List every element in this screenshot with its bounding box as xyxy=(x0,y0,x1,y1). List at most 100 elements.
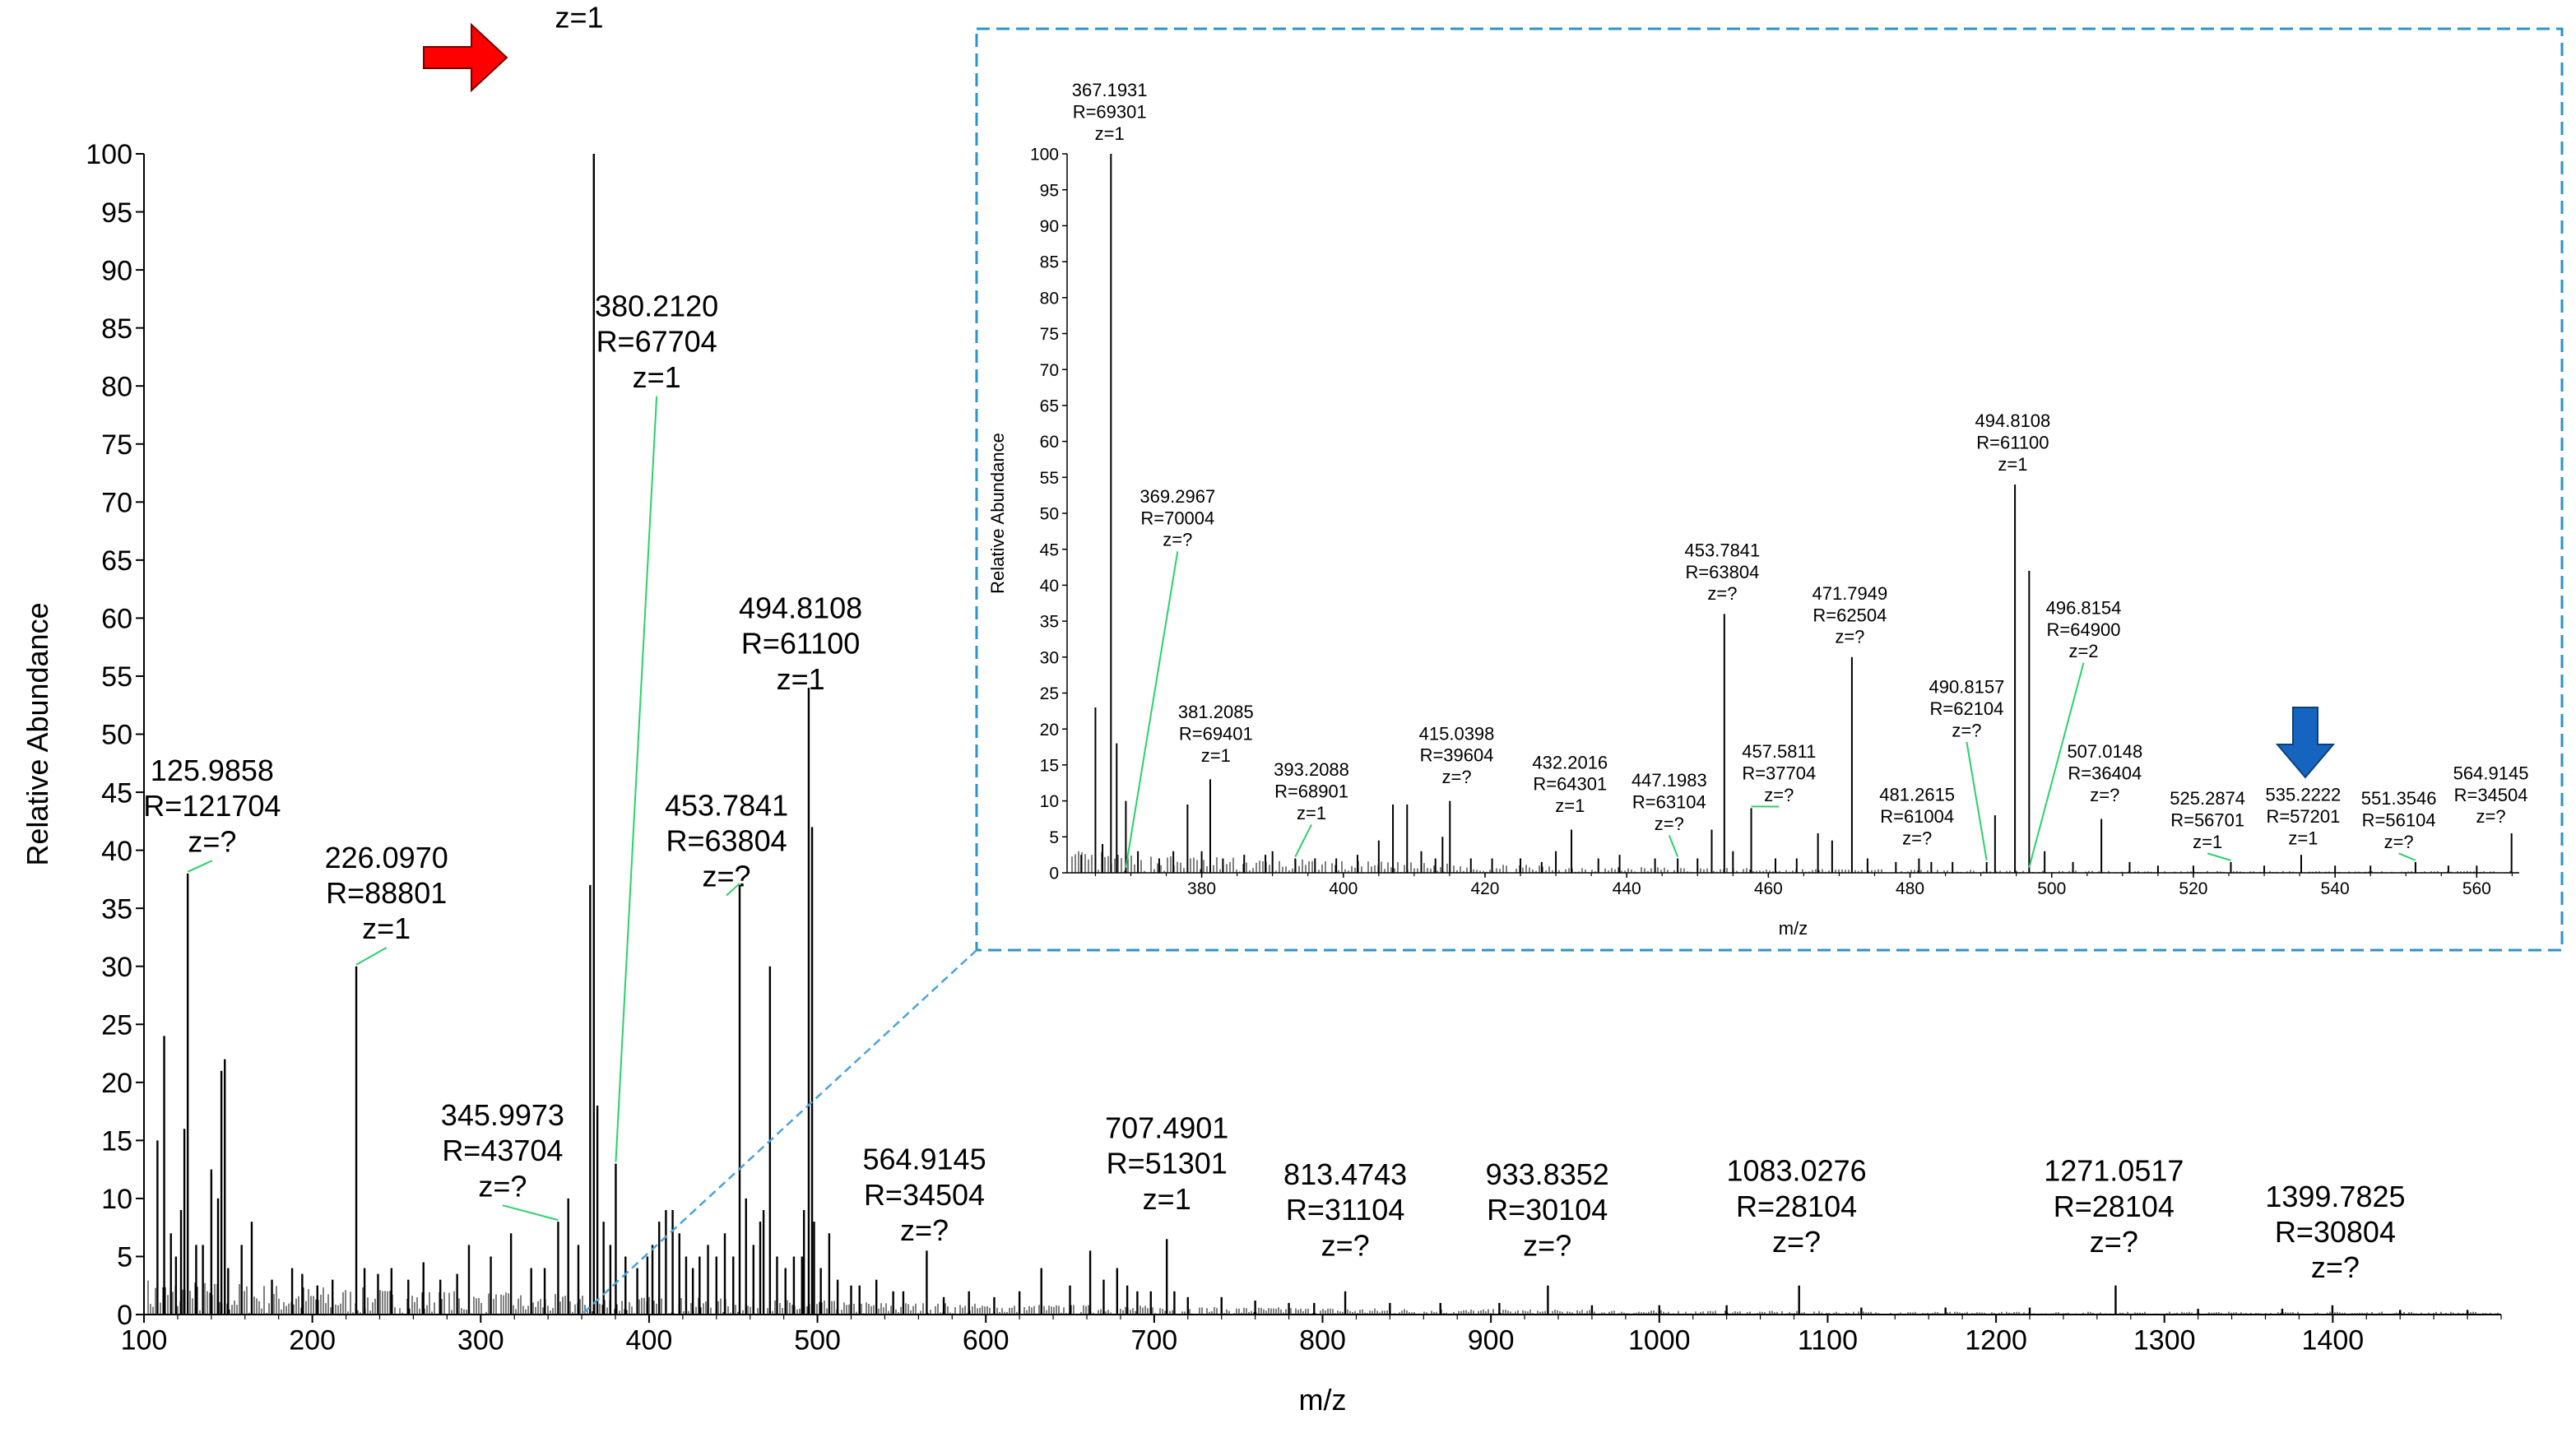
main-y-tick-label: 35 xyxy=(101,893,132,925)
main-x-tick-label: 1200 xyxy=(1965,1324,2027,1356)
inset-peak-label-resolution: R=69401 xyxy=(1179,723,1253,744)
main-y-tick-label: 95 xyxy=(101,197,132,229)
main-y-tick-label: 45 xyxy=(101,777,132,809)
main-y-tick-label: 15 xyxy=(101,1126,132,1157)
main-y-tick-label: 100 xyxy=(86,139,132,170)
main-leader-line xyxy=(355,947,388,966)
inset-x-tick-label: 380 xyxy=(1187,879,1216,898)
main-peak-label-resolution: R=121704 xyxy=(143,789,281,823)
main-x-tick-label: 200 xyxy=(289,1324,336,1356)
main-x-axis-label: m/z xyxy=(1299,1383,1347,1417)
main-y-tick-label: 80 xyxy=(101,371,132,402)
inset-leader-line xyxy=(2028,662,2085,868)
inset-y-tick-label: 25 xyxy=(1040,684,1059,703)
inset-x-tick-label: 520 xyxy=(2179,879,2207,898)
inset-peak-label-resolution: R=36404 xyxy=(2068,763,2142,784)
main-y-tick-label: 5 xyxy=(117,1242,132,1273)
main-peak-label-resolution: R=31104 xyxy=(1286,1193,1404,1227)
main-peak-label-charge: z=1 xyxy=(362,911,411,945)
inset-peak-label-resolution: R=62104 xyxy=(1929,698,2003,719)
main-peak-label-resolution: R=43704 xyxy=(442,1134,563,1167)
inset-peak-label-charge: z=1 xyxy=(1555,795,1585,816)
inset-peak-label-mz: 564.9145 xyxy=(2453,763,2529,783)
main-x-tick-label: 1100 xyxy=(1798,1324,1858,1356)
main-x-tick-label: 1400 xyxy=(2302,1324,2365,1356)
main-y-tick-label: 10 xyxy=(101,1184,132,1215)
main-peak-label-mz: 380.2120 xyxy=(595,290,718,323)
main-peak-label-mz: 933.8352 xyxy=(1486,1157,1609,1191)
main-peak-label-mz: 813.4743 xyxy=(1283,1157,1407,1191)
main-peak-label-mz: 1399.7825 xyxy=(2265,1180,2405,1213)
inset-peak-label-resolution: R=61100 xyxy=(1976,433,2049,453)
inset-peak-label-mz: 496.8154 xyxy=(2046,597,2122,618)
main-leader-line xyxy=(502,1204,559,1222)
inset-peak-label-mz: 432.2016 xyxy=(1532,752,1608,772)
inset-x-tick-label: 420 xyxy=(1470,879,1499,898)
inset-y-tick-label: 100 xyxy=(1030,146,1059,165)
inset-peak-label-charge: z=? xyxy=(1655,814,1684,834)
inset-peak-label-charge: z=1 xyxy=(2288,828,2318,848)
main-leader-line xyxy=(615,396,658,1162)
main-peak-label-charge: z=? xyxy=(703,860,751,893)
main-y-tick-label: 75 xyxy=(101,429,132,461)
main-peak-label-charge: z=? xyxy=(1523,1228,1571,1262)
main-chart: 0510152025303540455055606570758085909510… xyxy=(21,1,2502,1417)
main-peak-label-mz: 1271.0517 xyxy=(2044,1154,2184,1188)
inset-y-tick-label: 90 xyxy=(1040,217,1059,236)
main-y-tick-label: 0 xyxy=(117,1300,132,1331)
inset-y-tick-label: 40 xyxy=(1040,577,1059,596)
main-x-tick-label: 800 xyxy=(1299,1324,1346,1356)
inset-peak-label-mz: 367.1931 xyxy=(1072,80,1148,100)
main-peak-label-resolution: R=51301 xyxy=(1107,1147,1228,1180)
main-peak-label-charge: z=? xyxy=(1772,1225,1821,1259)
main-y-tick-label: 55 xyxy=(101,661,132,693)
inset-y-tick-label: 60 xyxy=(1040,433,1059,452)
inset-peak-label-mz: 457.5811 xyxy=(1742,741,1816,762)
inset-peak-label-charge: z=1 xyxy=(1297,803,1326,823)
inset-x-tick-label: 540 xyxy=(2321,879,2350,898)
inset-peak-label-resolution: R=70004 xyxy=(1140,508,1214,528)
main-y-tick-label: 85 xyxy=(101,313,132,345)
main-peak-label-charge: z=? xyxy=(900,1213,949,1247)
inset-y-tick-label: 0 xyxy=(1049,865,1059,883)
main-peak-label-charge: z=? xyxy=(188,824,236,858)
main-x-tick-label: 500 xyxy=(794,1324,841,1356)
inset-leader-line xyxy=(1966,741,1988,861)
inset-peak-label-charge: z=? xyxy=(1163,530,1192,550)
inset-y-tick-label: 15 xyxy=(1040,756,1059,775)
inset-leader-line xyxy=(2398,852,2416,861)
main-x-tick-label: 300 xyxy=(457,1324,504,1356)
main-peak-label-charge: z=? xyxy=(2090,1225,2138,1259)
inset-peak-label-mz: 551.3546 xyxy=(2361,788,2437,809)
inset-x-tick-label: 480 xyxy=(1896,879,1924,898)
inset-x-tick-label: 440 xyxy=(1613,879,1641,898)
inset-peak-label-resolution: R=61004 xyxy=(1880,806,1954,827)
inset-peak-label-resolution: R=56104 xyxy=(2362,809,2436,830)
inset-peak-label-mz: 490.8157 xyxy=(1929,677,2005,698)
inset-peak-label-mz: 471.7949 xyxy=(1812,583,1887,604)
inset-peak-label-charge: z=2 xyxy=(2068,641,2098,661)
inset-x-tick-label: 560 xyxy=(2462,879,2491,898)
inset-peak-label-charge: z=? xyxy=(1902,828,1932,848)
inset-peak-label-charge: z=? xyxy=(2090,785,2119,805)
inset-peak-label-mz: 507.0148 xyxy=(2067,741,2142,762)
main-peak-label-charge: z=? xyxy=(2311,1250,2360,1284)
inset-peak-label-mz: 525.2874 xyxy=(2170,788,2245,809)
main-peak-label-resolution: R=30804 xyxy=(2275,1215,2396,1249)
inset-peak-label-mz: 381.2085 xyxy=(1178,702,1254,722)
main-peak-label-mz: 345.9973 xyxy=(441,1098,564,1132)
main-leader-line xyxy=(726,883,740,897)
inset-peak-label-resolution: R=56701 xyxy=(2170,809,2244,830)
main-peak-label-charge: z=1 xyxy=(777,662,825,696)
main-peak-label-resolution: R=30104 xyxy=(1487,1193,1608,1227)
inset-baseline-noise xyxy=(1071,851,2518,873)
inset-peak-label-mz: 481.2615 xyxy=(1879,785,1955,805)
blue-down-arrow-icon xyxy=(2275,707,2336,779)
red-arrow-icon xyxy=(423,22,508,93)
inset-x-tick-label: 460 xyxy=(1754,879,1783,898)
main-baseline-noise xyxy=(147,1280,2499,1315)
main-x-tick-label: 600 xyxy=(963,1324,1010,1356)
main-peak-label-resolution: R=88801 xyxy=(326,876,447,910)
main-peak-label-charge: z=1 xyxy=(555,1,603,35)
main-y-tick-label: 65 xyxy=(101,545,132,577)
